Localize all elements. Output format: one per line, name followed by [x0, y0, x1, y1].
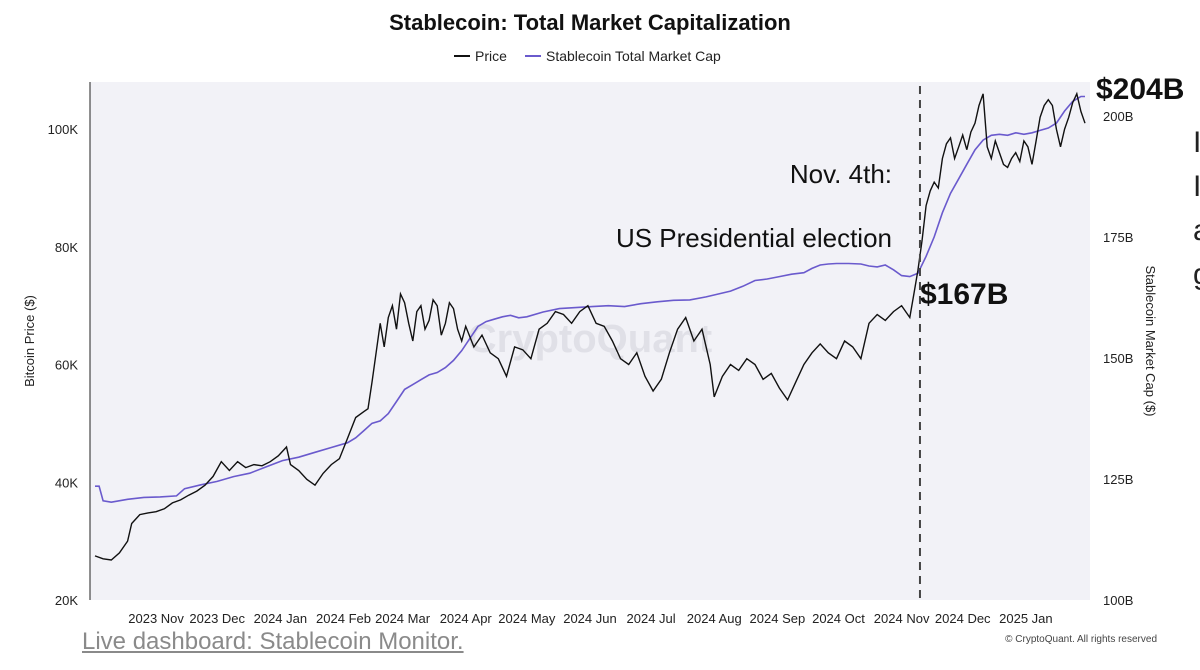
plot-area [90, 82, 1090, 600]
x-tick-3: 2024 Feb [316, 611, 371, 626]
legend-stablecoin: Stablecoin Total Market Cap [546, 48, 721, 64]
callout-167b: $167B [920, 278, 1008, 311]
x-ticks: 2023 Nov 2023 Dec 2024 Jan 2024 Feb 2024 Mar… [128, 611, 1052, 626]
copyright-text: © CryptoQuant. All rights reserved [1005, 634, 1157, 645]
watermark: CryptoQuant [468, 317, 712, 361]
y-ticks-right: 100B 125B 150B 175B 200B [1103, 109, 1133, 608]
x-tick-11: 2024 Oct [812, 611, 865, 626]
x-tick-12: 2024 Nov [874, 611, 930, 626]
y-tick-right-1: 125B [1103, 472, 1133, 487]
x-tick-14: 2025 Jan [999, 611, 1053, 626]
y-axis-right-label: Stablecoin Market Cap ($) [1143, 265, 1158, 416]
x-tick-7: 2024 Jun [563, 611, 617, 626]
y-tick-right-4: 200B [1103, 109, 1133, 124]
stablecoin-monitor-link[interactable]: Live dashboard: Stablecoin Monitor. [82, 628, 464, 655]
x-tick-4: 2024 Mar [375, 611, 431, 626]
annotation-event-name: US Presidential election [616, 223, 892, 253]
side-letter-1: I [1193, 126, 1200, 159]
x-tick-1: 2023 Dec [189, 611, 245, 626]
x-tick-2: 2024 Jan [254, 611, 308, 626]
y-axis-left-label: Bitcoin Price ($) [22, 295, 37, 387]
y-tick-left-3: 80K [55, 240, 78, 255]
side-letter-2: I [1193, 170, 1200, 203]
y-tick-left-2: 60K [55, 358, 78, 373]
side-letter-3: a [1193, 214, 1200, 247]
y-ticks-left: 20K 40K 60K 80K 100K [48, 122, 79, 608]
chart-title: Stablecoin: Total Market Capitalization [389, 10, 791, 35]
x-tick-6: 2024 May [498, 611, 556, 626]
y-tick-left-4: 100K [48, 122, 79, 137]
side-letter-4: g [1193, 258, 1200, 291]
callout-204b: $204B [1096, 73, 1184, 106]
series-price-line [94, 91, 1086, 561]
y-tick-left-1: 40K [55, 475, 78, 490]
y-tick-left-0: 20K [55, 593, 78, 608]
y-tick-right-2: 150B [1103, 351, 1133, 366]
y-tick-right-0: 100B [1103, 593, 1133, 608]
x-tick-9: 2024 Aug [687, 611, 742, 626]
y-tick-right-3: 175B [1103, 230, 1133, 245]
x-tick-8: 2024 Jul [627, 611, 676, 626]
x-tick-13: 2024 Dec [935, 611, 991, 626]
x-tick-5: 2024 Apr [440, 611, 493, 626]
legend: Price Stablecoin Total Market Cap [454, 48, 721, 64]
annotation-event-date: Nov. 4th: [790, 159, 892, 189]
x-tick-10: 2024 Sep [750, 611, 806, 626]
series-stablecoin-line [95, 95, 1085, 504]
x-tick-0: 2023 Nov [128, 611, 184, 626]
legend-price: Price [475, 48, 507, 64]
